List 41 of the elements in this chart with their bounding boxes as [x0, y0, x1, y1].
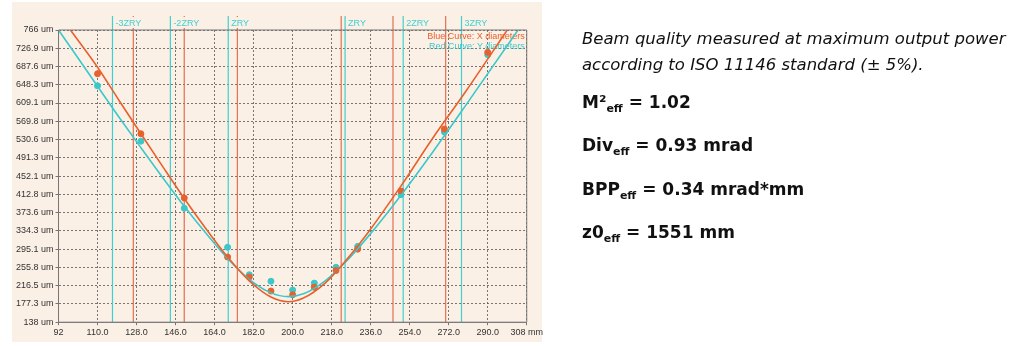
text: BPP$_{eff}$ = 0.34 mrad*mm: [582, 177, 806, 205]
x-tick-label: 236.0: [359, 327, 382, 338]
ref-line-label: ZRY: [348, 17, 366, 28]
y-tick-label: 177.3 um: [15, 298, 54, 309]
y-tick-label: 412.8 um: [15, 188, 54, 199]
y-tick-label: 334.3 um: [15, 225, 54, 236]
x-tick-label: 146.0: [164, 327, 187, 338]
x-tick-label: 128.0: [125, 327, 148, 338]
text: M²$_{eff}$ = 1.02: [582, 91, 692, 118]
y-tick-label: 569.8 um: [15, 115, 54, 126]
text: Beam quality measured at maximum output power according to ISO 11146 standard (± 5%).: [582, 28, 1008, 76]
y-tick-label: 609.1 um: [15, 97, 54, 108]
ref-line-label: -2ZRY: [173, 17, 200, 28]
x-tick-label: 308 mm: [510, 327, 543, 338]
ref-line-label: ZRY: [231, 17, 250, 28]
y-tick-label: 216.5 um: [15, 280, 54, 291]
x-tick-label: 92: [53, 327, 64, 338]
ref-line-label: 3ZRY: [464, 17, 488, 28]
y-tick-label: 648.3 um: [15, 79, 54, 90]
ref-line-label: 2ZRY: [406, 17, 430, 28]
x-tick-label: 272.0: [437, 327, 460, 338]
x-tick-label: 254.0: [398, 327, 421, 338]
y-tick-label: 726.9 um: [15, 42, 54, 53]
y-tick-label: 491.3 um: [15, 152, 54, 163]
y-tick-label: 766 um: [23, 24, 54, 35]
y-tick-label: 138 um: [23, 316, 54, 327]
y-tick-label: 373.6 um: [15, 207, 54, 218]
x-tick-label: 182.0: [242, 327, 265, 338]
y-tick-label: 452.1 um: [15, 170, 54, 181]
y-tick-label: 295.1 um: [15, 243, 54, 254]
y-tick-label: 530.6 um: [15, 134, 54, 145]
text: Div$_{eff}$ = 0.93 mrad: [582, 134, 755, 161]
x-tick-label: 164.0: [203, 327, 226, 338]
x-tick-label: 218.0: [320, 327, 343, 338]
ref-line-label: -3ZRY: [115, 17, 142, 28]
x-tick-label: 290.0: [476, 327, 499, 338]
x-tick-label: 200.0: [281, 327, 304, 338]
y-tick-label: 255.8 um: [15, 261, 54, 272]
text: z0$_{eff}$ = 1551 mm: [582, 221, 736, 248]
x-tick-label: 110.0: [86, 327, 109, 338]
y-tick-label: 687.6 um: [15, 60, 54, 71]
